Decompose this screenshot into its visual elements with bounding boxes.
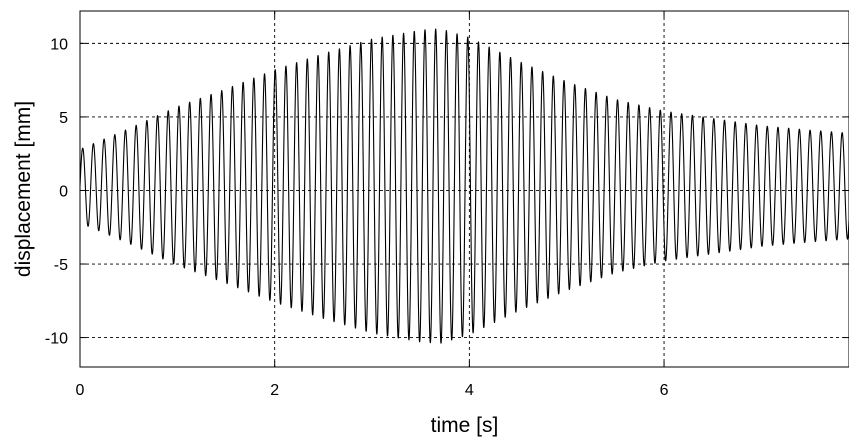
x-tick-label: 0: [76, 382, 85, 399]
x-tick-label: 2: [270, 382, 279, 399]
displacement-line: [79, 28, 849, 344]
y-tick-label: -5: [54, 257, 68, 274]
y-tick-label: 5: [59, 110, 68, 127]
plot-frame: [79, 10, 849, 368]
y-tick-label: -10: [45, 331, 68, 348]
x-tick-labels: 0 2 4 6: [76, 382, 669, 399]
y-axis-label: displacement [mm]: [12, 101, 35, 277]
axis-ticks: [79, 11, 849, 367]
y-tick-label: 10: [50, 36, 68, 53]
signal-series: [79, 28, 849, 344]
y-tick-labels: -10 -5 0 5 10: [45, 36, 68, 347]
grid-lines: [80, 11, 849, 367]
x-tick-label: 4: [465, 382, 474, 399]
y-tick-label: 0: [59, 183, 68, 200]
x-tick-label: 6: [660, 382, 669, 399]
x-axis-label: time [s]: [431, 414, 499, 437]
